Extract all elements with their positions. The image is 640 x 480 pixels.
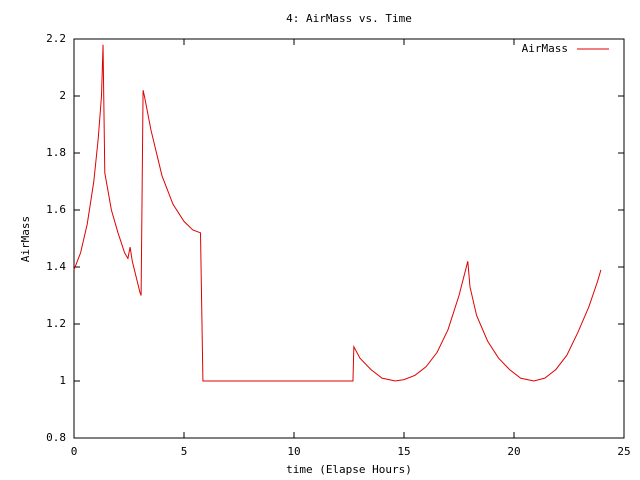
x-tick-label: 15 — [397, 445, 410, 458]
y-tick-label: 1.6 — [46, 203, 66, 216]
y-tick-label: 0.8 — [46, 431, 66, 444]
x-tick-label: 10 — [287, 445, 300, 458]
x-tick-label: 20 — [507, 445, 520, 458]
x-tick-label: 0 — [71, 445, 78, 458]
y-tick-label: 2.2 — [46, 32, 66, 45]
data-line — [73, 44, 602, 382]
y-tick-label: 1.4 — [46, 260, 66, 273]
y-tick-label: 1.2 — [46, 317, 66, 330]
plot-border — [73, 38, 625, 439]
x-axis-label: time (Elapse Hours) — [286, 463, 412, 476]
chart-title: 4: AirMass vs. Time — [286, 12, 412, 25]
legend-label: AirMass — [522, 42, 568, 55]
x-tick-label: 5 — [181, 445, 188, 458]
y-axis-label: AirMass — [19, 216, 32, 262]
x-tick-label: 25 — [617, 445, 630, 458]
y-tick-label: 1.8 — [46, 146, 66, 159]
y-tick-label: 1 — [59, 374, 66, 387]
y-tick-label: 2 — [59, 89, 66, 102]
